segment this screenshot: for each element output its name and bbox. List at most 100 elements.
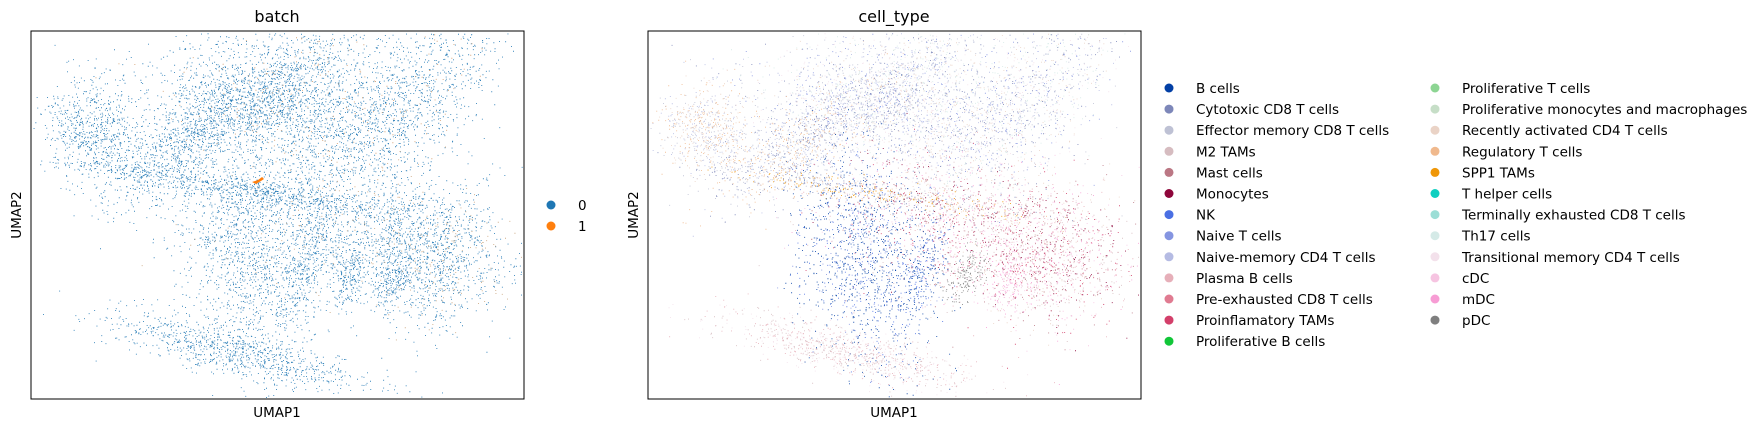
legend-label: T helper cells (1461, 187, 1552, 203)
legend-label: Effector memory CD8 T cells (1196, 123, 1389, 139)
legend-marker (546, 221, 556, 231)
legend-item: M2 TAMs (1164, 144, 1256, 160)
legend-marker (1164, 273, 1174, 283)
legend-item: Plasma B cells (1164, 271, 1293, 287)
scatter-point-group (652, 33, 1114, 237)
legend-marker (1430, 252, 1440, 262)
legend-marker (1164, 231, 1174, 241)
legend-item: Th17 cells (1430, 229, 1531, 245)
scatter-point-group (657, 33, 1120, 229)
legend-item: Transitional memory CD4 T cells (1430, 250, 1680, 266)
legend-item: 1 (546, 219, 587, 235)
legend-marker (1430, 315, 1440, 325)
legend-marker (1430, 231, 1440, 241)
batch-xlabel: UMAP1 (253, 405, 301, 421)
batch-1-cluster (252, 177, 264, 184)
legend-label: B cells (1196, 81, 1240, 97)
legend-item: Mast cells (1164, 165, 1263, 181)
legend-item: Proliferative monocytes and macrophages (1430, 102, 1747, 118)
legend-label: Cytotoxic CD8 T cells (1196, 102, 1339, 118)
legend-marker (1164, 104, 1174, 114)
legend-marker (1164, 336, 1174, 346)
legend-marker (1164, 146, 1174, 156)
legend-marker (1164, 210, 1174, 220)
batch-panel: batch UMAP1 UMAP2 01 (9, 7, 587, 421)
legend-label: SPP1 TAMs (1462, 165, 1535, 181)
legend-label: cDC (1462, 271, 1489, 287)
legend-marker (1164, 125, 1174, 135)
batch-scatter-points (33, 33, 523, 398)
legend-item: Naive-memory CD4 T cells (1164, 250, 1376, 266)
cell-type-scatter-points (650, 33, 1140, 398)
legend-item: Regulatory T cells (1430, 144, 1582, 160)
scatter-point-group (33, 33, 523, 398)
legend-item: mDC (1430, 292, 1495, 308)
legend-label: Plasma B cells (1196, 271, 1293, 287)
legend-marker (1430, 273, 1440, 283)
legend-marker (1430, 104, 1440, 114)
legend-label: M2 TAMs (1196, 144, 1256, 160)
legend-item: Terminally exhausted CD8 T cells (1430, 208, 1686, 224)
legend-marker (1164, 189, 1174, 198)
scatter-point-group (789, 103, 956, 383)
legend-label: NK (1196, 208, 1216, 224)
legend-item: Effector memory CD8 T cells (1164, 123, 1389, 139)
legend-label: Proinflamatory TAMs (1196, 313, 1334, 329)
cell-type-xlabel: UMAP1 (870, 405, 918, 421)
legend-label: Pre-exhausted CD8 T cells (1196, 292, 1373, 308)
legend-item: cDC (1430, 271, 1489, 287)
legend-label: Th17 cells (1461, 229, 1531, 245)
legend-marker (1164, 83, 1174, 93)
legend-item: Proliferative B cells (1164, 334, 1325, 350)
batch-legend: 01 (546, 198, 587, 235)
legend-marker (1430, 189, 1440, 198)
legend-label: Naive-memory CD4 T cells (1196, 250, 1376, 266)
legend-label: pDC (1462, 313, 1490, 329)
scatter-point-group (712, 33, 1131, 382)
legend-label: Recently activated CD4 T cells (1462, 123, 1668, 139)
legend-item: Recently activated CD4 T cells (1430, 123, 1668, 139)
cell-type-legend: B cells Cytotoxic CD8 T cells Effector mem… (1164, 81, 1747, 350)
scatter-point-group (811, 132, 1137, 351)
legend-marker (1430, 294, 1440, 304)
scatter-point-group (707, 160, 1025, 221)
cell-type-ylabel: UMAP2 (626, 191, 642, 239)
legend-item: Pre-exhausted CD8 T cells (1164, 292, 1373, 308)
legend-item: Proinflamatory TAMs (1164, 313, 1334, 329)
batch-title: batch (254, 7, 299, 26)
legend-marker (1164, 294, 1174, 304)
legend-item: Cytotoxic CD8 T cells (1164, 102, 1339, 118)
legend-label: Monocytes (1196, 187, 1269, 203)
scatter-point-group (791, 135, 1139, 385)
legend-label: Regulatory T cells (1462, 144, 1582, 160)
legend-marker (1164, 315, 1174, 325)
legend-marker (1164, 252, 1174, 262)
legend-label: 0 (578, 198, 587, 214)
cell-type-title: cell_type (858, 7, 929, 27)
legend-label: Mast cells (1196, 165, 1263, 181)
legend-marker (1430, 83, 1440, 93)
scatter-point-group (659, 33, 1136, 346)
legend-marker (1430, 146, 1440, 156)
scatter-point-group (801, 128, 1132, 369)
legend-marker (1430, 210, 1440, 220)
batch-ylabel: UMAP2 (9, 191, 25, 239)
legend-item: 0 (546, 198, 587, 214)
legend-label: mDC (1462, 292, 1495, 308)
scatter-point-group (668, 33, 1129, 397)
batch-axes-frame (30, 30, 525, 400)
legend-marker (546, 200, 556, 210)
legend-label: Transitional memory CD4 T cells (1461, 250, 1680, 266)
legend-label: Naive T cells (1196, 229, 1282, 245)
legend-item: SPP1 TAMs (1430, 165, 1535, 181)
scatter-point-group (650, 33, 1123, 228)
legend-item: T helper cells (1430, 187, 1552, 203)
legend-marker (1430, 125, 1440, 135)
scatter-point-group (669, 131, 1134, 397)
legend-label: Proliferative B cells (1196, 334, 1325, 350)
legend-item: Proliferative T cells (1430, 81, 1590, 97)
legend-item: Naive T cells (1164, 229, 1282, 245)
legend-marker (1164, 167, 1174, 177)
cell-type-axes-frame (647, 30, 1142, 400)
